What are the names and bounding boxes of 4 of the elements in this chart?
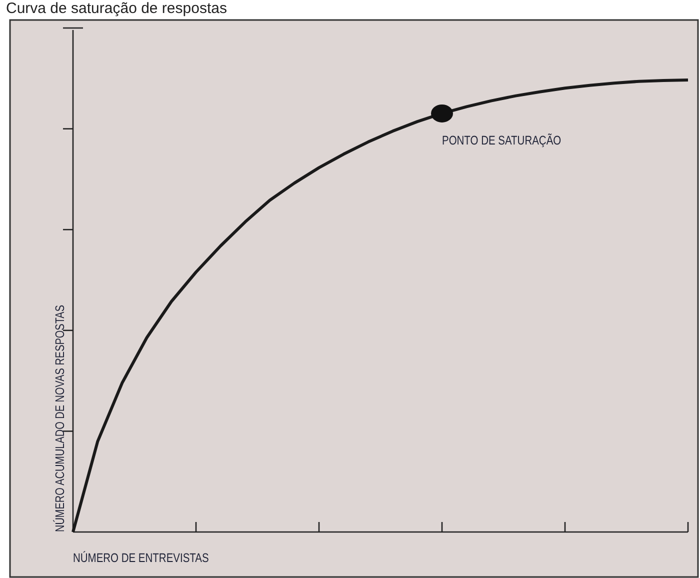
y-axis-title: NÚMERO ACUMULADO DE NOVAS RESPOSTAS xyxy=(52,304,68,532)
chart-title: Curva de saturação de respostas xyxy=(6,0,227,17)
x-axis-title: NÚMERO DE ENTREVISTAS xyxy=(73,551,210,566)
annotation: PONTO DE SATURAÇÃO xyxy=(442,132,562,148)
